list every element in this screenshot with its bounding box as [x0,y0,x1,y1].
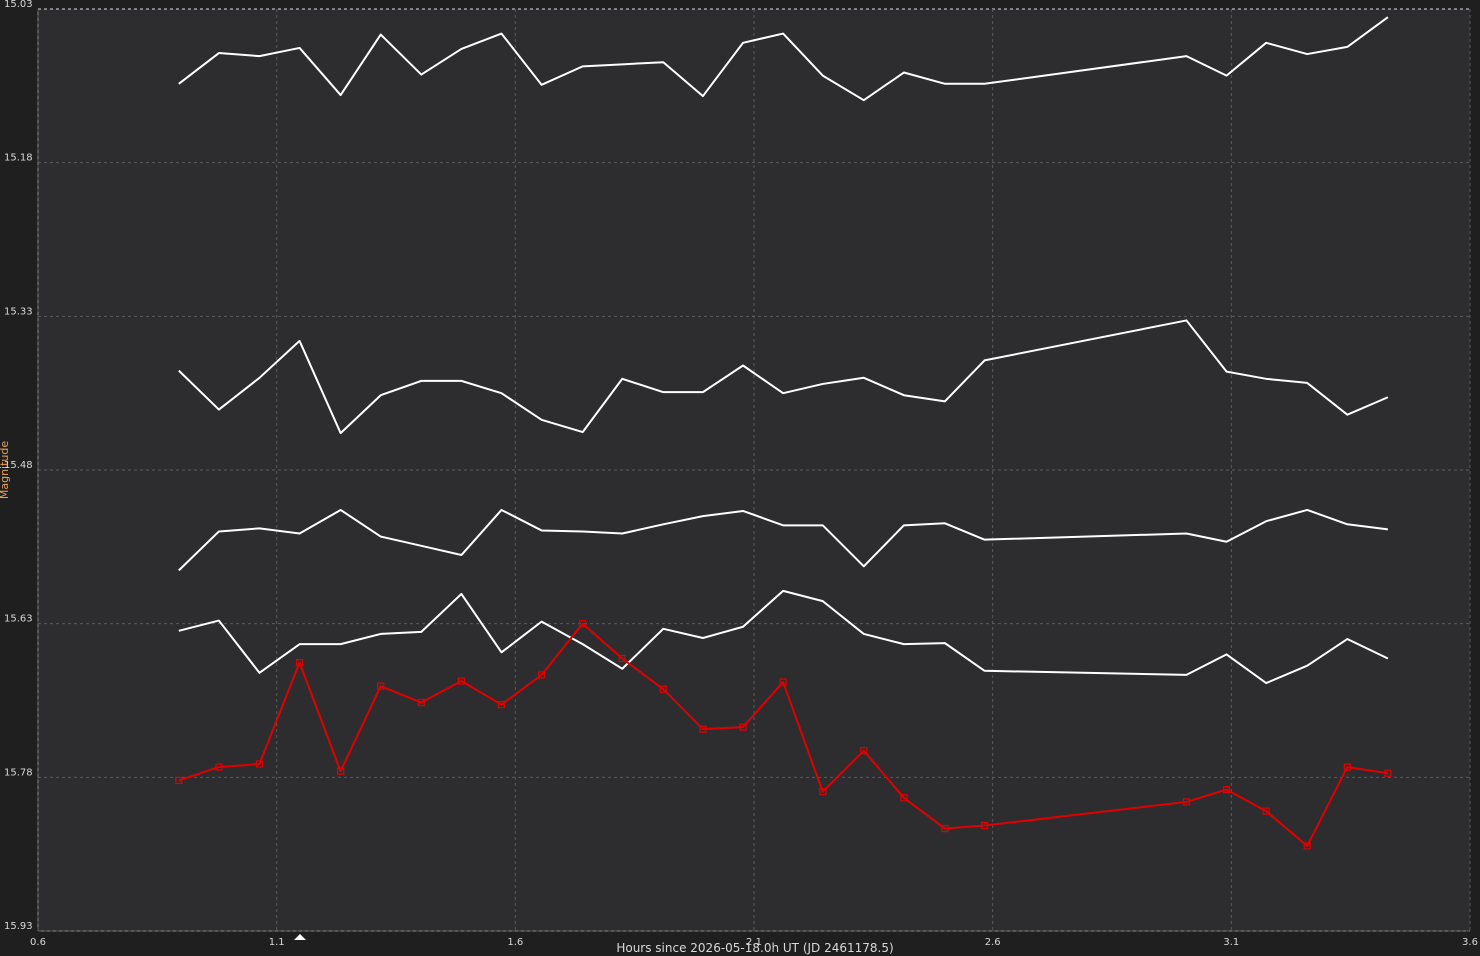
data-point [457,677,465,685]
data-point [377,682,385,690]
y-tick-label: 15.33 [4,306,33,317]
data-point [215,763,223,771]
data-point [337,767,345,775]
y-tick-label: 15.63 [4,614,33,625]
data-point [1262,807,1270,815]
y-tick-label: 15.78 [4,767,33,778]
data-point [941,824,949,833]
series-line [178,508,1389,572]
data-point [659,685,667,693]
data-point [819,788,827,796]
data-point [1343,763,1351,771]
x-tick-label: 0.6 [30,937,46,948]
data-point [860,747,868,755]
data-point [497,700,506,709]
data-point [255,760,264,768]
data-point [1303,842,1311,850]
data-point [579,620,587,628]
y-tick-label: 15.18 [4,153,33,164]
x-tick-label: 3.1 [1223,937,1239,948]
data-point [699,725,707,733]
data-point [417,698,425,707]
data-point [537,671,546,679]
y-axis-label: Magnitude [0,441,11,500]
x-tick-label: 3.6 [1462,937,1478,948]
data-point [1182,798,1191,806]
data-point [1222,786,1231,794]
data-point [980,821,989,830]
x-tick-label: 1.6 [507,937,523,948]
data-point [779,678,787,686]
y-tick-label: 15.03 [4,0,33,10]
series-line [178,319,1389,435]
series-line [178,589,1389,685]
series-line [178,622,1389,847]
y-tick-label: 15.48 [4,460,33,471]
data-point [739,723,747,731]
x-tick-label: 2.6 [985,937,1001,948]
y-tick-label: 15.93 [4,921,33,932]
x-tick-label: 1.1 [269,937,285,948]
x-axis-label: Hours since 2026-05-18.0h UT (JD 2461178… [616,941,893,955]
x-tick-label: 2.1 [746,937,762,948]
series-line [178,16,1389,102]
data-point [618,654,626,663]
time-marker [294,934,306,940]
data-point [175,776,183,785]
data-point [900,794,908,802]
data-point [1384,769,1392,777]
data-point [295,658,304,667]
